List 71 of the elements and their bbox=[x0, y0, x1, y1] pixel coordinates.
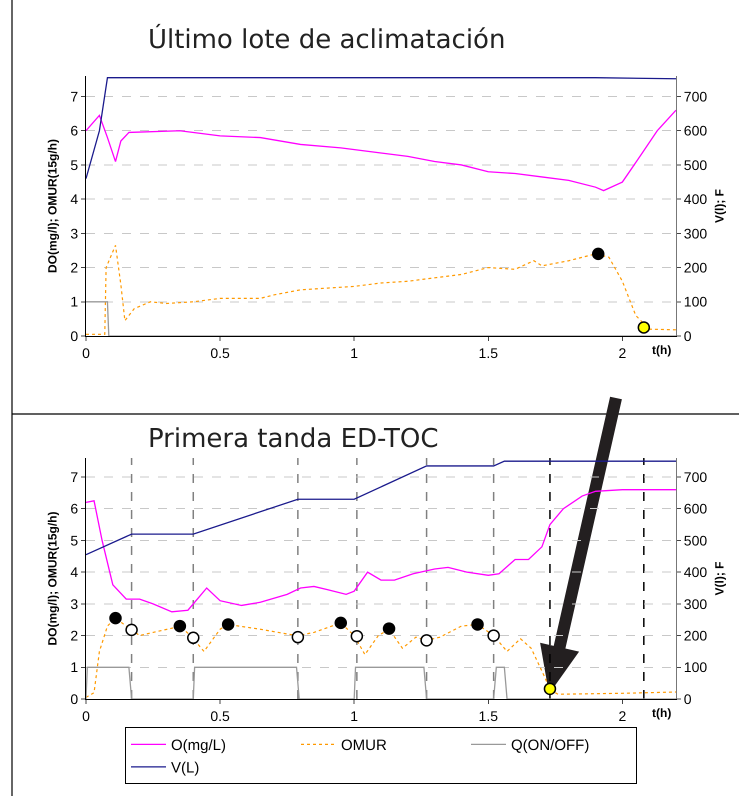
x-tick-label: 1 bbox=[350, 344, 358, 361]
y-axis-title: DO(mg/l); OMUR(15g/h) bbox=[46, 139, 60, 273]
x-tick-label: 1 bbox=[350, 708, 358, 724]
y-tick-label: 3 bbox=[70, 225, 78, 242]
y2-tick-label: 300 bbox=[684, 596, 708, 612]
point bbox=[174, 620, 186, 632]
y2-tick-label: 200 bbox=[684, 259, 708, 276]
y2-axis-title: V(l); F bbox=[712, 189, 726, 223]
legend-label: V(L) bbox=[171, 760, 200, 777]
point bbox=[487, 629, 500, 642]
point bbox=[187, 632, 200, 644]
line-series bbox=[86, 489, 676, 612]
point bbox=[350, 630, 364, 642]
y-tick-label: 5 bbox=[70, 156, 78, 173]
x-axis-title: t(h) bbox=[652, 343, 672, 357]
y-tick-label: 0 bbox=[70, 328, 78, 344]
line-series bbox=[86, 110, 676, 192]
y-tick-label: 7 bbox=[70, 88, 78, 104]
y2-tick-label: 400 bbox=[684, 564, 708, 580]
x-tick-label: 0 bbox=[82, 708, 90, 724]
y-tick-label: 3 bbox=[70, 596, 78, 612]
x-tick-label: 1.5 bbox=[478, 708, 498, 724]
line-series bbox=[86, 460, 676, 556]
y2-tick-label: 600 bbox=[684, 122, 708, 139]
y2-tick-label: 100 bbox=[684, 659, 708, 676]
chart-title: Último lote de aclimatación bbox=[148, 23, 506, 56]
y2-tick-label: 700 bbox=[684, 468, 708, 485]
point bbox=[125, 624, 138, 636]
y-tick-label: 0 bbox=[70, 690, 78, 707]
x-tick-label: 0.5 bbox=[210, 344, 230, 361]
y2-tick-label: 700 bbox=[684, 88, 708, 104]
y2-tick-label: 400 bbox=[684, 191, 708, 208]
y2-tick-label: 100 bbox=[684, 294, 708, 310]
y2-tick-label: 500 bbox=[684, 532, 708, 548]
point bbox=[109, 612, 122, 624]
y2-axis-title: V(l); F bbox=[712, 562, 726, 596]
y-tick-label: 2 bbox=[70, 259, 78, 276]
point bbox=[334, 616, 348, 630]
y-tick-label: 1 bbox=[70, 294, 78, 310]
point bbox=[382, 622, 396, 635]
y-tick-label: 5 bbox=[70, 532, 78, 548]
x-tick-label: 2 bbox=[618, 344, 626, 361]
point bbox=[544, 682, 556, 696]
y2-tick-label: 200 bbox=[684, 627, 708, 644]
legend-label: OMUR bbox=[341, 737, 387, 754]
x-tick-label: 1.5 bbox=[478, 344, 498, 361]
y-tick-label: 7 bbox=[70, 468, 78, 485]
y2-tick-label: 600 bbox=[684, 500, 708, 517]
y-axis-title: DO(mg/l); OMUR(15g/h) bbox=[46, 512, 60, 646]
x-tick-label: 0 bbox=[82, 344, 90, 361]
y-tick-label: 4 bbox=[70, 564, 78, 580]
y-tick-label: 6 bbox=[70, 500, 78, 517]
x-tick-label: 0.5 bbox=[210, 708, 230, 724]
point bbox=[471, 618, 484, 631]
y2-tick-label: 0 bbox=[684, 328, 692, 344]
line-series bbox=[86, 77, 676, 180]
y2-tick-label: 0 bbox=[684, 690, 692, 707]
x-tick-label: 2 bbox=[618, 708, 626, 724]
legend-label: O(mg/L) bbox=[171, 737, 226, 754]
y-tick-label: 4 bbox=[70, 191, 78, 208]
legend-label: Q(ON/OFF) bbox=[511, 737, 590, 754]
point bbox=[292, 630, 304, 644]
y-tick-label: 2 bbox=[70, 627, 78, 644]
point bbox=[420, 634, 433, 647]
point bbox=[222, 618, 234, 631]
y-tick-label: 1 bbox=[70, 659, 78, 676]
x-axis-title: t(h) bbox=[652, 706, 672, 720]
y-tick-label: 6 bbox=[70, 122, 78, 139]
chart-title: Primera tanda ED-TOC bbox=[148, 424, 439, 454]
y2-tick-label: 300 bbox=[684, 225, 708, 242]
y2-tick-label: 500 bbox=[684, 156, 708, 173]
